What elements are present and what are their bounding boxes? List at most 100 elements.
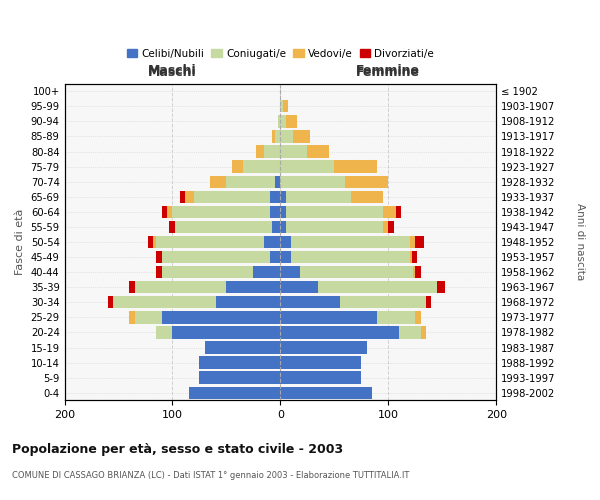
Bar (286, 206, 383, 218)
Bar (396, 206, 401, 218)
Bar (293, 130, 310, 142)
Bar (300, 266, 413, 278)
Text: COMUNE DI CASSAGO BRIANZA (LC) - Dati ISTAT 1° gennaio 2003 - Elaborazione TUTTI: COMUNE DI CASSAGO BRIANZA (LC) - Dati IS… (12, 470, 409, 480)
Text: Popolazione per età, sesso e stato civile - 2003: Popolazione per età, sesso e stato civil… (12, 442, 343, 456)
Bar (156, 251, 161, 263)
Bar (286, 190, 350, 203)
Bar (280, 311, 377, 324)
Bar (161, 311, 280, 324)
Bar (272, 130, 275, 142)
Bar (383, 220, 388, 233)
Bar (188, 386, 280, 399)
Bar (334, 160, 377, 173)
Bar (280, 266, 300, 278)
Bar (156, 266, 161, 278)
Bar (232, 160, 242, 173)
Bar (388, 220, 394, 233)
Bar (286, 115, 296, 128)
Bar (413, 266, 415, 278)
Bar (280, 115, 286, 128)
Bar (153, 236, 156, 248)
Bar (269, 206, 280, 218)
Bar (129, 281, 134, 293)
Bar (215, 296, 280, 308)
Bar (410, 251, 412, 263)
Bar (172, 206, 269, 218)
Bar (399, 326, 421, 338)
Bar (161, 206, 167, 218)
Bar (345, 176, 388, 188)
Bar (172, 326, 280, 338)
Bar (280, 206, 286, 218)
Bar (272, 220, 280, 233)
Bar (350, 190, 383, 203)
Bar (280, 296, 340, 308)
Bar (291, 251, 410, 263)
Bar (156, 326, 172, 338)
Bar (280, 386, 372, 399)
Bar (185, 190, 194, 203)
Bar (180, 190, 185, 203)
Legend: Celibi/Nubili, Coniugati/e, Vedovi/e, Divorziati/e: Celibi/Nubili, Coniugati/e, Vedovi/e, Di… (122, 44, 439, 63)
Y-axis label: Fasce di età: Fasce di età (15, 209, 25, 275)
Text: Femmine: Femmine (356, 64, 420, 78)
Bar (134, 311, 161, 324)
Bar (108, 296, 113, 308)
Bar (412, 251, 418, 263)
Bar (415, 311, 421, 324)
Bar (169, 220, 175, 233)
Bar (426, 296, 431, 308)
Bar (415, 236, 424, 248)
Bar (113, 296, 215, 308)
Bar (307, 146, 329, 158)
Bar (269, 190, 280, 203)
Bar (205, 342, 280, 353)
Bar (280, 281, 318, 293)
Bar (199, 356, 280, 369)
Bar (175, 220, 272, 233)
Bar (264, 146, 280, 158)
Bar (283, 100, 288, 112)
Bar (269, 251, 280, 263)
Bar (291, 236, 410, 248)
Bar (280, 251, 291, 263)
Bar (318, 281, 437, 293)
Bar (377, 311, 415, 324)
Bar (280, 160, 334, 173)
Bar (280, 176, 345, 188)
Bar (280, 236, 291, 248)
Bar (421, 326, 426, 338)
Bar (156, 236, 264, 248)
Bar (280, 220, 286, 233)
Bar (161, 251, 269, 263)
Text: Maschi: Maschi (148, 66, 197, 79)
Bar (264, 236, 280, 248)
Bar (210, 176, 226, 188)
Bar (161, 266, 253, 278)
Bar (280, 326, 399, 338)
Bar (415, 266, 421, 278)
Bar (256, 146, 264, 158)
Bar (167, 206, 172, 218)
Bar (280, 100, 283, 112)
Bar (275, 130, 280, 142)
Bar (129, 311, 134, 324)
Bar (280, 146, 307, 158)
Bar (280, 130, 293, 142)
Bar (148, 236, 153, 248)
Text: Maschi: Maschi (148, 64, 197, 78)
Bar (194, 190, 269, 203)
Bar (226, 281, 280, 293)
Bar (280, 356, 361, 369)
Bar (410, 236, 415, 248)
Bar (383, 206, 396, 218)
Bar (437, 281, 445, 293)
Y-axis label: Anni di nascita: Anni di nascita (575, 204, 585, 281)
Bar (226, 176, 275, 188)
Bar (242, 160, 280, 173)
Text: Femmine: Femmine (356, 66, 420, 79)
Bar (134, 281, 226, 293)
Bar (340, 296, 426, 308)
Bar (199, 372, 280, 384)
Bar (280, 342, 367, 353)
